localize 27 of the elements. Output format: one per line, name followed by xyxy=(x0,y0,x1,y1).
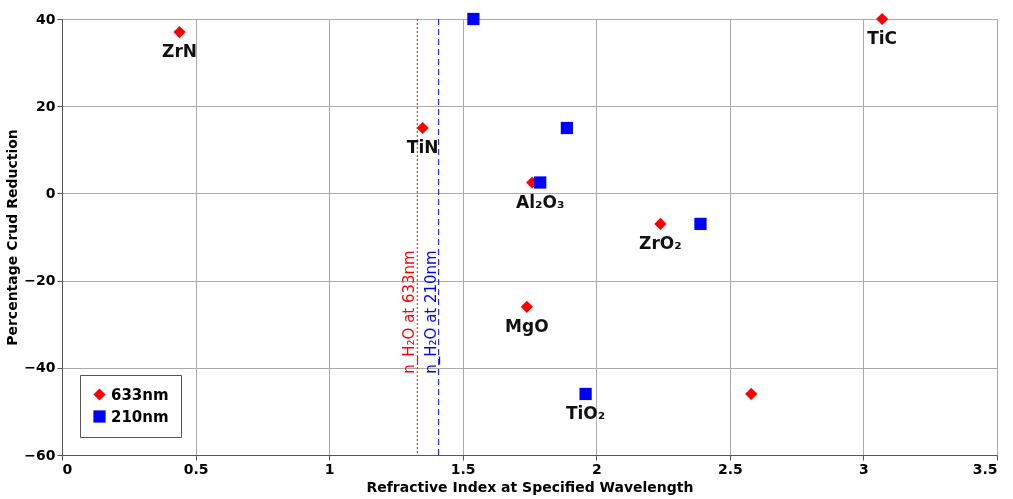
y-tick-label: 20 xyxy=(36,97,56,114)
annotation: Al₂O₃ xyxy=(516,191,565,212)
annotation: ZrO₂ xyxy=(639,232,682,253)
y-tick-label: −40 xyxy=(24,359,56,376)
y-tick-label: 40 xyxy=(36,10,56,27)
x-tick-label: 2 xyxy=(591,460,602,477)
annotation: ZrN xyxy=(162,41,198,62)
annotation: TiC xyxy=(867,28,898,48)
x-tick-label: 1.5 xyxy=(450,460,476,477)
annotation: TiN xyxy=(406,137,439,157)
legend-label: 633nm xyxy=(111,385,169,404)
annotation: TiO₂ xyxy=(565,402,606,423)
x-tick-label: 2.5 xyxy=(717,460,743,477)
x-tick-label: 3.5 xyxy=(972,460,998,477)
y-tick-label: −20 xyxy=(24,272,56,289)
x-tick-label: 0 xyxy=(62,460,73,477)
x-tick-label: 3 xyxy=(859,460,869,477)
legend-label: 210nm xyxy=(111,407,169,426)
x-axis-title: Refractive Index at Specified Wavelength xyxy=(366,478,694,495)
x-tick-label: 1 xyxy=(324,460,335,477)
x-tick-label: 0.5 xyxy=(183,460,209,477)
ref-line-label: n_H₂O at 210nm xyxy=(421,250,441,374)
annotation: MgO xyxy=(505,315,549,336)
y-tick-label: −60 xyxy=(24,446,56,463)
y-axis-title: Percentage Crud Reduction xyxy=(4,129,21,346)
ref-line-label: n_H₂O at 633nm xyxy=(400,250,420,374)
y-tick-label: 0 xyxy=(45,184,56,201)
